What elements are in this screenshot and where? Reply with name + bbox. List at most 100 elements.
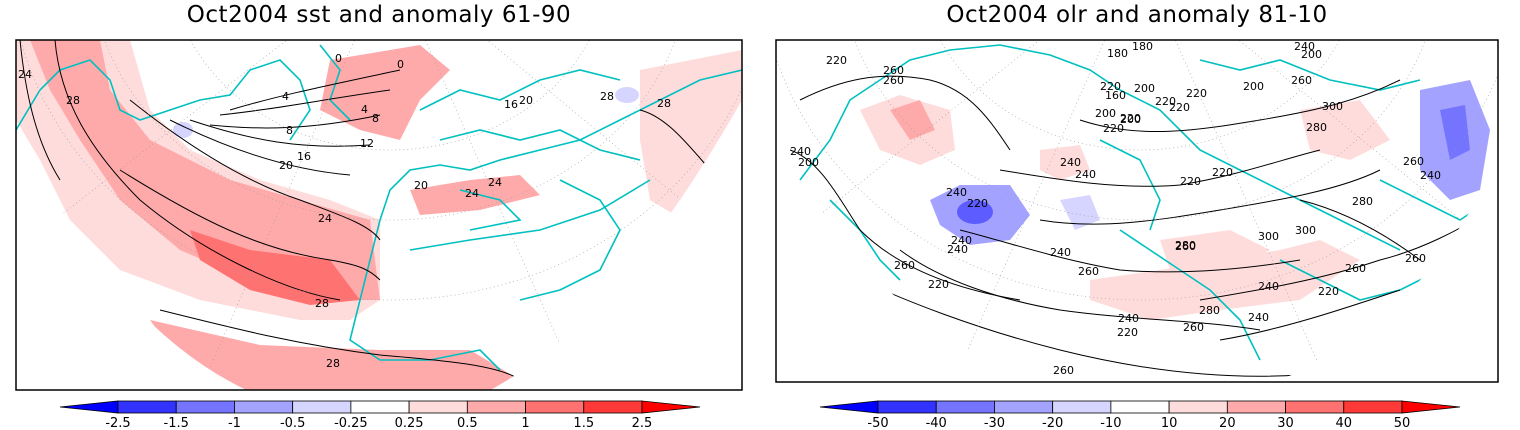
contour-label: 220 [1103,122,1124,135]
sst-anomaly-strong [190,230,360,305]
contour-label: 240 [947,243,968,256]
colorbar-box [1343,400,1403,414]
contour-label: 280 [1199,304,1220,317]
sst-anomaly-cold-patch-2 [615,87,639,103]
colorbar-tick-label: -0.25 [334,416,368,430]
contour-label: 260 [1183,321,1204,334]
contour-label: 180 [1132,40,1153,53]
contour-label: 260 [883,74,904,87]
sst-anomaly-south [150,320,520,390]
contour-label: 4 [361,103,368,116]
contour-label: 260 [883,64,904,77]
contour-label: 20 [414,179,428,192]
colorbar-tick-label: -2.5 [105,416,130,430]
contour-label: 280 [1352,195,1373,208]
colorbar-tick-label: 0.25 [395,416,424,430]
contour-label: 28 [66,94,80,107]
sst-panel-title: Oct2004 sst and anomaly 61-90 [186,2,572,28]
olr-anomaly-pos-africa [1090,240,1360,320]
olr-anomaly-neg-mid [1060,195,1100,230]
colorbar-tick-label: 10 [1161,416,1178,430]
olr-anomaly-pos-mideast [1160,230,1270,275]
colorbar-right-arrow [1401,400,1461,414]
contour-label: 240 [1075,168,1096,181]
contour-label: 200 [1301,48,1322,61]
colorbar-tick-label: -50 [867,416,888,430]
colorbar-box [1052,400,1112,414]
olr-anomaly-neg-asia-core [1440,105,1470,160]
contour-label: 240 [1294,40,1315,53]
contour-label: 260 [1345,262,1366,275]
sst-contour-labels: 24 28 0 0 4 4 8 8 12 16 20 20 24 24 24 2… [18,52,671,370]
contour-label: 240 [946,186,967,199]
colorbar-box [1226,400,1286,414]
contour-label: 20 [279,159,293,172]
contour-label: 260 [1175,240,1196,253]
colorbar-right-arrow [641,400,701,414]
contour-label: 300 [1295,224,1316,237]
contour-label: 240 [790,145,811,158]
colorbar-tick-label: 30 [1277,416,1294,430]
sst-anomaly-med [410,175,540,215]
contour-label: 220 [1212,166,1233,179]
contour-label: 240 [1050,246,1071,259]
contour-label: 24 [465,187,479,200]
contour-label: 240 [1420,169,1441,182]
contour-label: 200 [1120,113,1141,126]
contour-label: 20 [519,94,533,107]
contour-label: 280 [1175,239,1196,252]
colorbar-tick-label: -20 [1042,416,1063,430]
colorbar-tick-label: -1 [228,416,241,430]
contour-label: 220 [1169,101,1190,114]
sst-coastlines [16,44,742,371]
contour-label: 8 [286,124,293,137]
sst-anomaly-cold-patch [173,122,193,138]
contour-label: 300 [1258,230,1279,243]
contour-label: 280 [1306,121,1327,134]
contour-label: 200 [798,156,819,169]
contour-label: 4 [282,90,289,103]
contour-label: 240 [1118,312,1139,325]
contour-label: 24 [18,68,32,81]
colorbar-tick-label: 1 [521,416,529,430]
contour-label: 8 [372,112,379,125]
colorbar-box [994,400,1054,414]
contour-label: 200 [1095,107,1116,120]
sst-anomaly-north [320,45,450,140]
contour-label: 220 [1318,285,1339,298]
contour-label: 12 [360,137,374,150]
sst-map-disk: 24 28 0 0 4 4 8 8 12 16 20 20 24 24 24 2… [16,40,742,390]
contour-label: 16 [297,150,311,163]
colorbar-box [1168,400,1228,414]
contour-label: 220 [1155,95,1176,108]
colorbar-tick-label: -40 [926,416,947,430]
contour-label: 220 [967,197,988,210]
colorbar-tick-label: 20 [1219,416,1236,430]
contour-label: 28 [600,90,614,103]
colorbar-tick-label: 50 [1394,416,1411,430]
olr-anomaly-neg-core [957,200,993,224]
contour-label: 220 [928,278,949,291]
olr-anomaly-pos-na [890,100,935,140]
contour-label: 180 [1107,47,1128,60]
colorbar-box [935,400,995,414]
contour-label: 300 [1322,100,1343,113]
contour-label: 260 [1291,74,1312,87]
olr-map-frame [775,39,1499,383]
contour-label: 260 [1403,155,1424,168]
contour-label: 16 [504,98,518,111]
contour-label: 200 [1243,80,1264,93]
contour-label: 200 [1134,82,1155,95]
olr-graticule [776,40,1498,382]
contour-label: 220 [1100,80,1121,93]
olr-contour-labels: 180 180 240 200 260 220 260 220 200 160 … [790,40,1441,377]
contour-label: 220 [1120,112,1141,125]
contour-label: 260 [1078,265,1099,278]
colorbar-box [877,400,937,414]
contour-label: 24 [318,212,332,225]
colorbar-box [1285,400,1345,414]
